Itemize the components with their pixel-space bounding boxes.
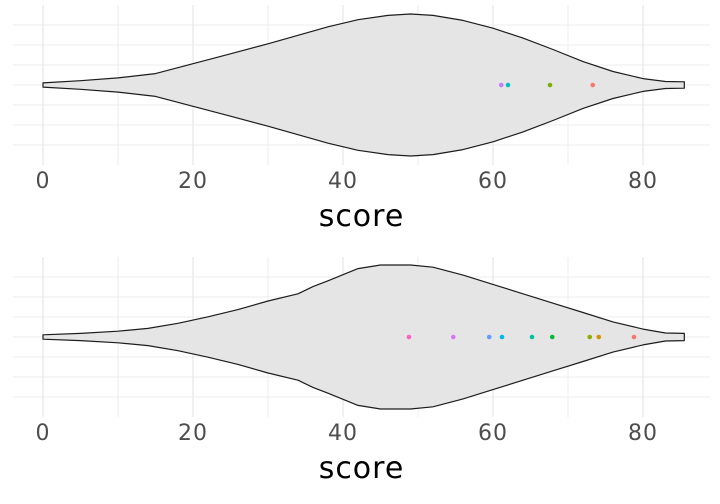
x-tick-label: 60 — [478, 169, 508, 194]
data-point — [499, 334, 505, 340]
violin-shape — [42, 264, 685, 410]
x-tick-label: 20 — [178, 169, 208, 194]
x-tick-label: 40 — [328, 169, 358, 194]
x-tick-label: 0 — [36, 169, 51, 194]
violin-chart-top-canvas: 0 20 40 60 80 score — [13, 5, 710, 234]
data-point — [498, 82, 504, 88]
violin-chart-bottom-canvas: 0 20 40 60 80 score — [13, 257, 710, 486]
data-point — [406, 334, 412, 340]
data-point — [596, 334, 602, 340]
x-tick-label: 80 — [628, 169, 658, 194]
data-point — [549, 334, 555, 340]
data-point — [529, 334, 535, 340]
x-tick-label: 20 — [178, 421, 208, 446]
x-tick-label: 0 — [36, 421, 51, 446]
data-point — [631, 334, 637, 340]
data-point — [486, 334, 492, 340]
x-axis-title: score — [319, 451, 405, 486]
data-point — [547, 82, 553, 88]
data-point — [450, 334, 456, 340]
x-axis-title: score — [319, 199, 405, 234]
data-point — [505, 82, 511, 88]
x-tick-label: 80 — [628, 421, 658, 446]
data-point — [590, 82, 596, 88]
violin-chart-bottom: 0 20 40 60 80 score — [0, 252, 720, 504]
data-point — [587, 334, 593, 340]
violin-shape — [42, 13, 685, 157]
x-tick-label: 60 — [478, 421, 508, 446]
violin-chart-top: 0 20 40 60 80 score — [13, 5, 710, 234]
x-tick-label: 40 — [328, 421, 358, 446]
